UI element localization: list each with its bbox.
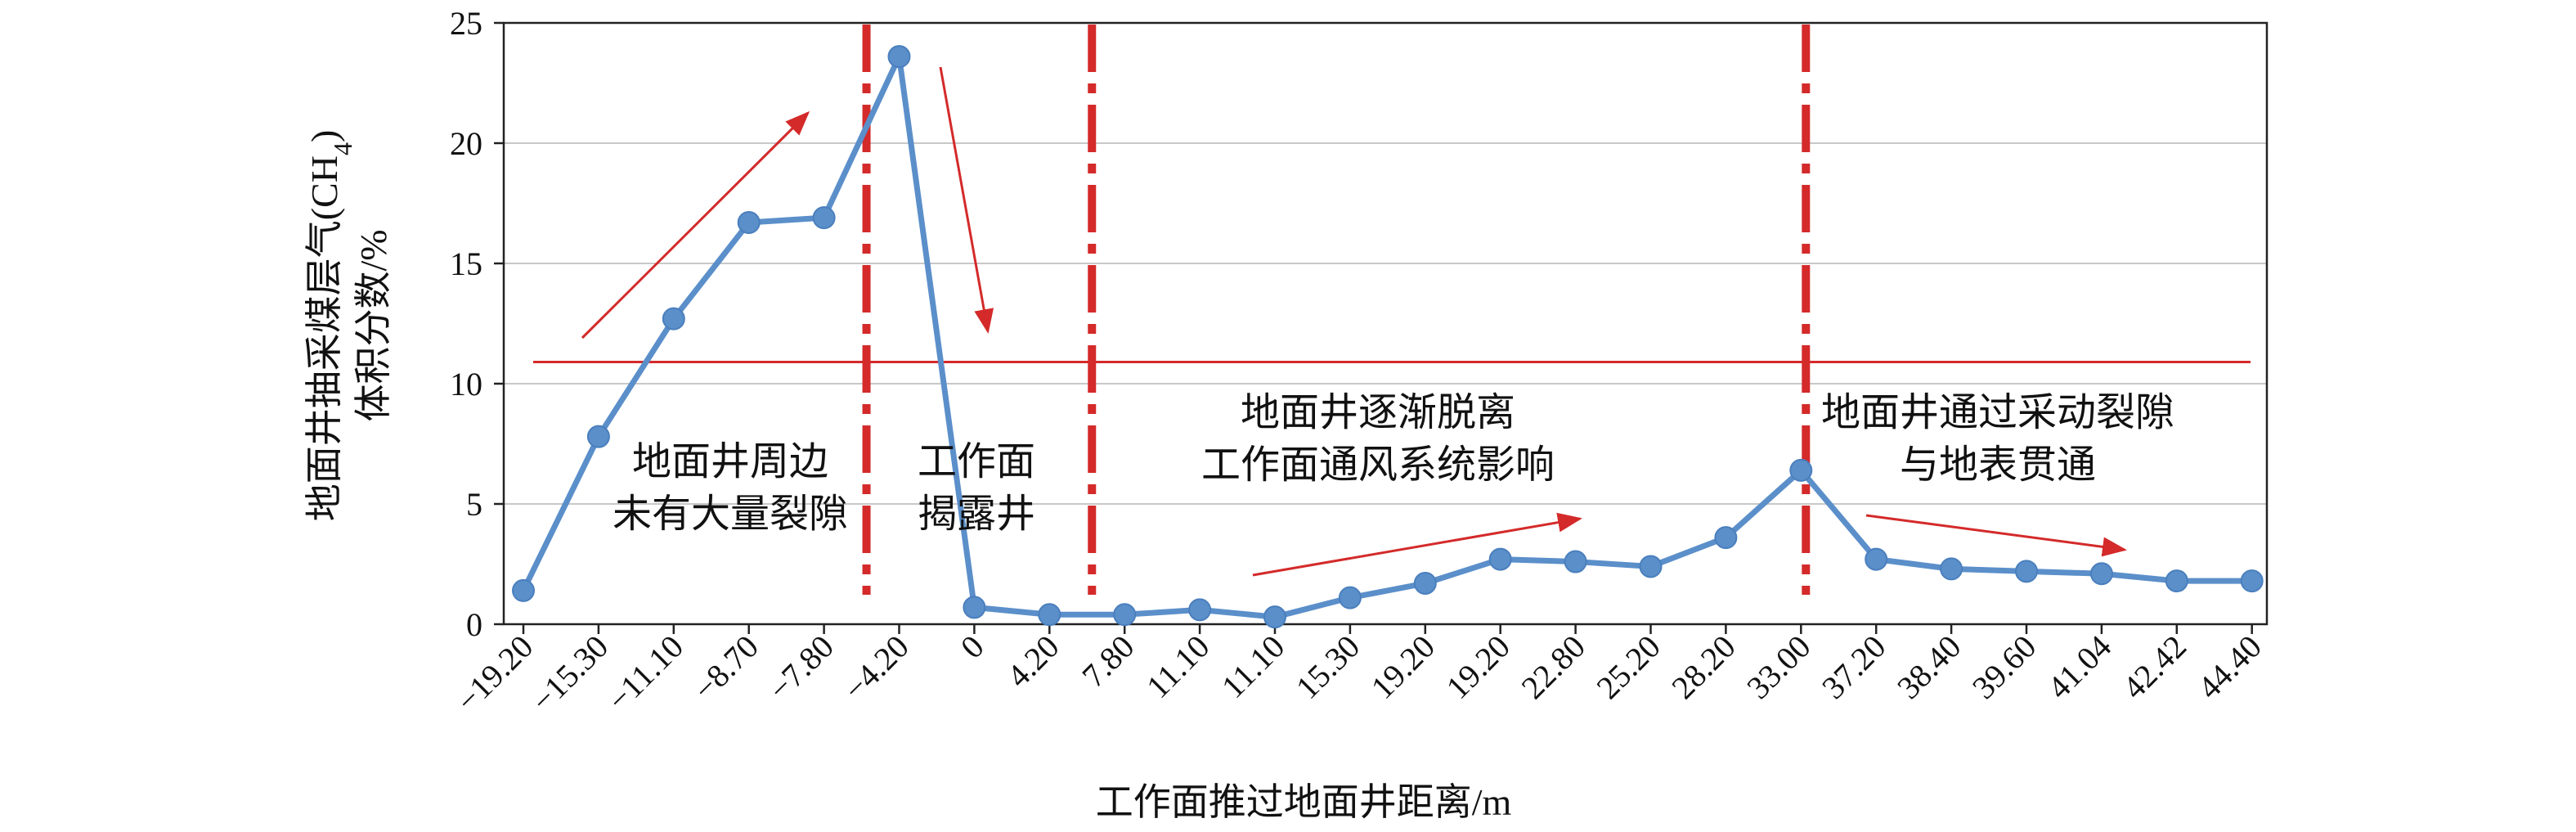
y-tick-label: 0 <box>466 606 482 643</box>
annotation-text: 工作面 <box>918 438 1035 484</box>
y-axis-title: 地面井抽采煤层气(CH4) <box>303 130 357 522</box>
y-axis-title-line2: 体积分数/% <box>352 229 394 421</box>
y-axis-title-main: 地面井抽采煤层气(CH <box>303 155 345 521</box>
trend-arrow <box>939 66 994 334</box>
y-axis-title-subscript: 4 <box>328 142 357 155</box>
x-tick-label: 28.20 <box>1664 628 1742 706</box>
x-tick-label: −4.20 <box>837 628 916 708</box>
x-tick-label: 19.20 <box>1364 628 1442 706</box>
y-tick-label: 15 <box>450 245 482 282</box>
y-tick-label: 10 <box>450 366 482 403</box>
x-tick-label: 39.60 <box>1965 628 2043 706</box>
x-tick-label: 11.10 <box>1214 628 1291 705</box>
x-tick-label: −11.10 <box>600 628 690 718</box>
data-point <box>1789 458 1813 482</box>
data-point <box>1113 603 1137 627</box>
annotation-text: 地面井逐渐脱离 <box>1241 389 1515 435</box>
x-tick-label: 44.40 <box>2191 628 2269 706</box>
x-tick-label: −8.70 <box>686 628 765 708</box>
data-point <box>2015 560 2038 583</box>
data-point <box>1865 547 1888 571</box>
data-point <box>512 578 535 602</box>
data-point <box>2089 562 2113 586</box>
data-point <box>1940 557 1963 581</box>
y-tick-label: 20 <box>450 125 482 162</box>
x-tick-label: 41.04 <box>2040 628 2118 706</box>
data-point <box>1413 572 1437 596</box>
annotation-text: 未有大量裂隙 <box>613 491 848 537</box>
annotation-text: 地面井通过采动裂隙 <box>1821 389 2174 435</box>
x-tick-label: 25.20 <box>1589 628 1667 706</box>
annotation-text: 地面井周边 <box>632 438 828 484</box>
trend-arrow <box>1252 512 1582 577</box>
data-point <box>1038 603 1061 627</box>
data-point <box>1564 550 1587 573</box>
data-point <box>2165 569 2188 593</box>
data-point <box>1338 586 1362 609</box>
x-tick-label: 19.20 <box>1439 628 1517 706</box>
x-tick-label: 42.42 <box>2116 628 2193 706</box>
x-tick-label: 0 <box>954 628 991 666</box>
x-tick-label: −7.80 <box>761 628 841 708</box>
data-point <box>662 307 685 331</box>
x-tick-label: 22.80 <box>1515 628 1592 706</box>
y-tick-label: 5 <box>466 486 482 523</box>
data-point <box>1488 547 1512 571</box>
data-point <box>1188 598 1212 622</box>
data-point <box>737 211 761 235</box>
x-tick-label: 37.20 <box>1815 628 1892 706</box>
x-tick-label: 4.20 <box>999 628 1066 695</box>
x-tick-label: 38.40 <box>1890 628 1968 706</box>
x-tick-label: 7.80 <box>1075 628 1141 695</box>
x-tick-label: −15.30 <box>524 628 615 719</box>
trend-arrow <box>581 110 810 340</box>
annotation-text: 工作面通风系统影响 <box>1201 442 1555 488</box>
y-tick-label: 25 <box>450 5 482 42</box>
annotation-text: 揭露井 <box>918 491 1035 537</box>
data-point <box>963 596 986 619</box>
annotation-text: 与地表贯通 <box>1900 442 2096 488</box>
x-tick-label: −19.20 <box>449 628 540 719</box>
series-line <box>520 53 2252 620</box>
x-tick-label: 11.10 <box>1139 628 1216 705</box>
data-point <box>1714 526 1738 550</box>
data-point <box>586 425 610 448</box>
data-point <box>887 45 911 69</box>
data-point <box>1639 555 1663 578</box>
data-point <box>812 206 836 230</box>
trend-arrow <box>1865 514 2127 557</box>
x-tick-label: 33.00 <box>1739 628 1817 706</box>
data-point <box>2240 569 2264 593</box>
data-point <box>1263 605 1286 629</box>
y-axis-title-close: ) <box>303 130 345 142</box>
x-tick-label: 15.30 <box>1289 628 1367 706</box>
plot-frame <box>502 21 2269 626</box>
x-axis-title: 工作面推过地面井距离/m <box>1096 781 1512 823</box>
